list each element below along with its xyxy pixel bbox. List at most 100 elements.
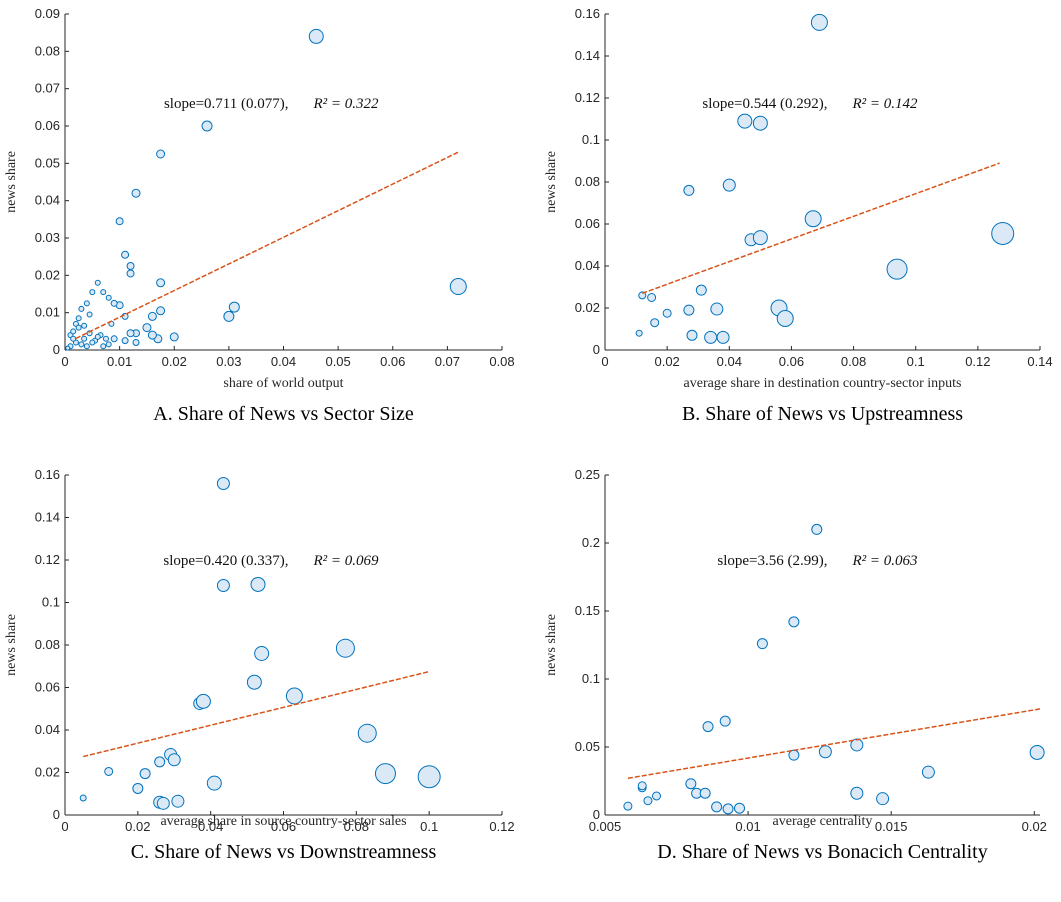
y-tick-label: 0.06 [575, 216, 600, 231]
point [81, 335, 88, 342]
x-tick-label: 0.08 [344, 819, 369, 834]
point [100, 343, 107, 350]
y-tick-label: 0.05 [575, 739, 600, 754]
point [171, 794, 185, 808]
point [752, 115, 768, 131]
point [637, 781, 647, 791]
y-tick-label: 0.15 [575, 603, 600, 618]
point [818, 745, 832, 759]
y-tick-label: 0.09 [35, 6, 60, 21]
x-tick-label: 0 [61, 819, 68, 834]
point [250, 576, 266, 592]
fit-line [627, 708, 1041, 780]
y-tick-label: 0.25 [575, 467, 600, 482]
point [102, 335, 109, 342]
y-tick-label: 0.16 [35, 467, 60, 482]
point [374, 763, 396, 785]
annotation: slope=3.56 (2.99), [717, 553, 827, 569]
point [195, 693, 211, 709]
panel-title: B. Share of News vs Upstreamness [682, 403, 963, 425]
point [86, 311, 93, 318]
y-tick-label: 0.01 [35, 305, 60, 320]
point [804, 210, 822, 228]
x-tick-label: 0.02 [162, 354, 187, 369]
annotation: R² = 0.142 [852, 96, 919, 112]
point [228, 301, 240, 313]
y-tick-label: 0.04 [35, 722, 60, 737]
point [752, 230, 768, 246]
point [685, 778, 697, 790]
point [75, 324, 82, 331]
point [121, 312, 129, 320]
y-tick-label: 0.06 [35, 680, 60, 695]
point [886, 258, 908, 280]
panel-title: C. Share of News vs Downstreamness [131, 841, 437, 863]
x-tick-label: 0.05 [325, 354, 350, 369]
point [223, 310, 235, 322]
y-tick-label: 0 [593, 807, 600, 822]
point [710, 302, 724, 316]
x-tick-label: 0.06 [380, 354, 405, 369]
point [201, 120, 213, 132]
x-tick-label: 0.02 [1022, 819, 1047, 834]
x-tick-label: 0.04 [717, 354, 742, 369]
point [216, 477, 230, 490]
y-tick-label: 0.12 [575, 90, 600, 105]
y-tick-label: 0.03 [35, 230, 60, 245]
y-tick-label: 0.04 [575, 258, 600, 273]
point [647, 293, 657, 302]
y-tick-label: 0.04 [35, 193, 60, 208]
x-tick-label: 0.02 [125, 819, 150, 834]
point [156, 306, 166, 316]
point [156, 796, 170, 810]
point [702, 721, 714, 733]
point [78, 305, 85, 312]
y-tick-label: 0.1 [42, 595, 60, 610]
point [89, 289, 96, 296]
point [167, 753, 181, 767]
point [699, 787, 711, 799]
y-axis-label: news share [4, 151, 19, 213]
point [623, 801, 633, 811]
x-tick-label: 0.1 [907, 354, 925, 369]
point [83, 300, 90, 307]
point [78, 341, 85, 348]
point [810, 13, 828, 31]
y-tick-label: 0.08 [35, 637, 60, 652]
x-tick-label: 0.005 [589, 819, 622, 834]
y-tick-label: 0 [53, 342, 60, 357]
point [65, 345, 71, 351]
point [850, 786, 864, 800]
point [121, 250, 130, 259]
point [94, 333, 101, 340]
point [126, 262, 135, 270]
point [756, 638, 768, 650]
y-tick-label: 0.08 [575, 174, 600, 189]
point [683, 304, 695, 316]
point [131, 188, 141, 198]
annotation: slope=0.420 (0.337), [163, 553, 288, 569]
y-axis-label: news share [544, 151, 559, 213]
x-tick-label: 0.12 [965, 354, 990, 369]
x-tick-label: 0.03 [216, 354, 241, 369]
point [169, 332, 179, 342]
x-tick-label: 0.08 [489, 354, 514, 369]
x-tick-label: 0.02 [654, 354, 679, 369]
point [737, 113, 753, 129]
point [126, 269, 135, 278]
point [635, 329, 643, 337]
point [216, 579, 230, 592]
point [876, 792, 890, 806]
point [788, 616, 800, 628]
x-tick-label: 0.06 [271, 819, 296, 834]
point [643, 796, 653, 806]
point [105, 341, 112, 348]
point [686, 329, 698, 341]
point [147, 311, 157, 321]
x-tick-label: 0.015 [875, 819, 908, 834]
y-tick-label: 0.02 [35, 267, 60, 282]
y-tick-label: 0.05 [35, 155, 60, 170]
point [734, 802, 746, 814]
point [1029, 744, 1045, 760]
